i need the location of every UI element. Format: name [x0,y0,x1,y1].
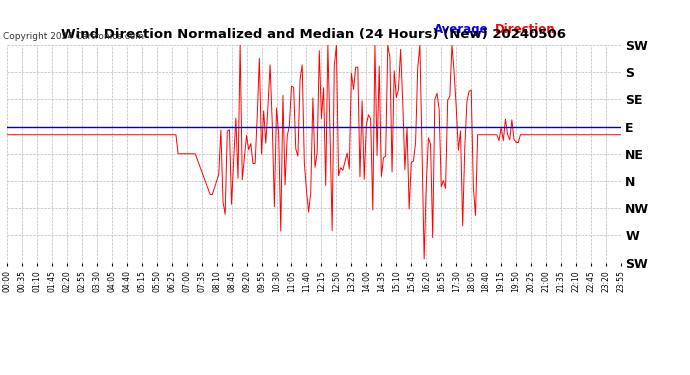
Text: Direction: Direction [495,23,555,36]
Title: Wind Direction Normalized and Median (24 Hours) (New) 20240506: Wind Direction Normalized and Median (24… [61,28,566,41]
Text: Copyright 2024 Cartronics.com: Copyright 2024 Cartronics.com [3,32,144,41]
Text: Average: Average [434,23,489,36]
